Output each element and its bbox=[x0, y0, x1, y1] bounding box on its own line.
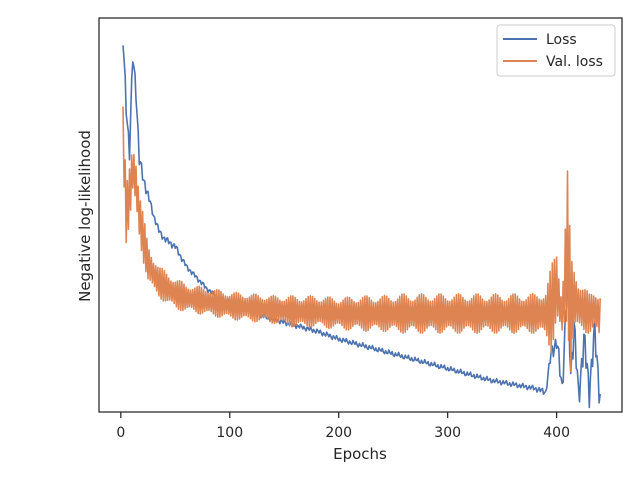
x-axis: 0 100 200 300 400 bbox=[116, 412, 570, 441]
plot-frame bbox=[98, 17, 623, 413]
series-line-val-loss bbox=[122, 106, 601, 373]
x-tick-label-300: 300 bbox=[434, 425, 461, 441]
legend-box bbox=[496, 24, 616, 77]
series-layer bbox=[122, 45, 601, 409]
x-axis-label: Epochs bbox=[333, 445, 387, 463]
x-tick-label-400: 400 bbox=[543, 425, 570, 441]
legend-label-val-loss: Val. loss bbox=[546, 54, 603, 70]
y-axis-label: Negative log-likelihood bbox=[76, 130, 94, 302]
legend: Loss Val. loss bbox=[496, 24, 616, 77]
series-line-loss bbox=[122, 45, 601, 409]
x-tick-label-0: 0 bbox=[116, 425, 125, 441]
x-tick-label-200: 200 bbox=[325, 425, 352, 441]
x-tick-label-100: 100 bbox=[216, 425, 243, 441]
legend-label-loss: Loss bbox=[546, 32, 577, 48]
